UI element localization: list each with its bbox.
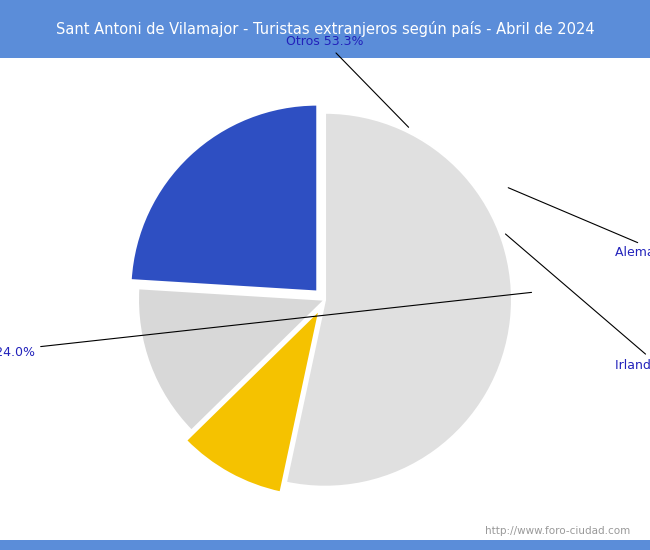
Text: Otros 53.3%: Otros 53.3% — [286, 35, 409, 127]
Wedge shape — [186, 310, 320, 492]
Text: Irlanda 13.3%: Irlanda 13.3% — [506, 234, 650, 372]
Text: http://www.foro-ciudad.com: http://www.foro-ciudad.com — [486, 526, 630, 536]
Wedge shape — [138, 288, 325, 431]
Wedge shape — [286, 113, 512, 487]
Text: Alemania 9.3%: Alemania 9.3% — [508, 188, 650, 260]
Text: Sant Antoni de Vilamajor - Turistas extranjeros según país - Abril de 2024: Sant Antoni de Vilamajor - Turistas extr… — [56, 21, 594, 37]
Text: Francia 24.0%: Francia 24.0% — [0, 293, 532, 359]
Wedge shape — [131, 104, 317, 292]
